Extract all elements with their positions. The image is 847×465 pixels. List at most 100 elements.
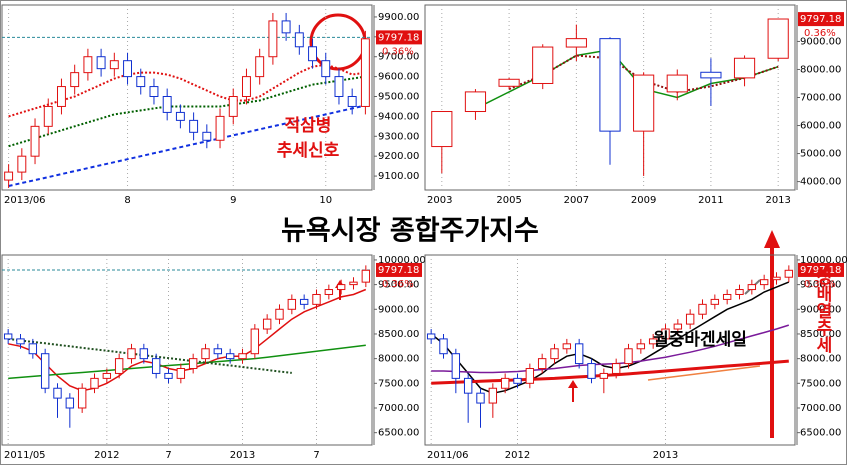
- x-tick-label: 2007: [564, 195, 589, 206]
- candle-body: [77, 387, 87, 409]
- page-title: 뉴욕시장 종합주가지수: [281, 216, 539, 247]
- x-tick-label: 2013/06: [4, 195, 46, 206]
- candle-body: [189, 119, 199, 133]
- change-label: 0.36%: [382, 279, 414, 290]
- candle-body: [784, 269, 794, 278]
- candle-body: [255, 56, 265, 78]
- x-tick-label: 2011/05: [4, 450, 46, 461]
- candle-body: [451, 353, 461, 379]
- price-label: 9797.18: [378, 32, 419, 43]
- candle-body: [574, 343, 584, 365]
- candle-body: [175, 111, 185, 121]
- change-label: 0.36%: [382, 46, 414, 57]
- y-tick-label: 8000.00: [378, 354, 419, 365]
- x-tick-label: 2005: [496, 195, 521, 206]
- candle-body: [636, 343, 646, 350]
- candle-body: [308, 46, 318, 62]
- y-tick-label: 7500.00: [378, 378, 419, 389]
- y-tick-label: 9100.00: [378, 171, 419, 182]
- price-box: [798, 262, 844, 277]
- candle-body: [164, 372, 173, 379]
- candle-body: [733, 57, 756, 79]
- moving-average: [8, 337, 292, 374]
- price-box: [798, 12, 844, 27]
- x-tick-label: 2011/06: [427, 450, 469, 461]
- y-tick-label: 6500.00: [378, 428, 419, 439]
- candle-body: [698, 303, 707, 315]
- candle-body: [513, 377, 522, 384]
- y-tick-label: 6500.00: [800, 428, 841, 439]
- candle-body: [162, 96, 172, 113]
- candle-body: [759, 279, 769, 286]
- candle-body: [250, 328, 260, 355]
- x-tick-label: 2012: [505, 450, 530, 461]
- moving-average: [8, 75, 366, 148]
- candle-body: [673, 323, 683, 330]
- candle-body: [127, 348, 136, 360]
- y-tick-label: 9500.00: [378, 92, 419, 103]
- y-tick-label: 9600.00: [378, 72, 419, 83]
- support-line: [647, 365, 761, 381]
- candle-body: [525, 368, 535, 384]
- price-box: [376, 30, 422, 45]
- candle-body: [3, 333, 13, 340]
- candle-body: [287, 298, 297, 310]
- candle-body: [347, 96, 357, 107]
- plot-border: [1, 254, 373, 446]
- moving-average: [431, 324, 790, 374]
- candle-body: [201, 348, 210, 360]
- x-tick-label: 10: [319, 195, 332, 206]
- y-tick-label: 9900.00: [378, 12, 419, 23]
- candle-body: [710, 298, 720, 305]
- moving-average: [8, 104, 366, 187]
- candle-body: [281, 20, 291, 34]
- candle-body: [334, 76, 344, 98]
- y-tick-label: 7000.00: [800, 93, 841, 104]
- y-tick-label: 9200.00: [378, 151, 419, 162]
- candle-body: [500, 377, 510, 389]
- x-tick-label: 2013: [653, 450, 678, 461]
- candle-body: [4, 171, 14, 181]
- candle-body: [262, 318, 272, 330]
- candle-body: [426, 333, 436, 340]
- candle-body: [275, 308, 284, 320]
- candle-body: [431, 111, 453, 148]
- candle-body: [611, 363, 621, 374]
- candle-body: [661, 328, 670, 340]
- plot-border: [424, 254, 796, 446]
- candle-body: [202, 131, 212, 141]
- candle-body: [268, 20, 278, 58]
- candle-body: [176, 368, 186, 379]
- trend-arrow-head: [764, 230, 780, 248]
- candle-body: [735, 289, 744, 295]
- x-tick-label: 2011: [698, 195, 723, 206]
- candle-body: [136, 76, 146, 88]
- y-tick-label: 10000.00: [378, 255, 426, 266]
- moving-average: [8, 288, 367, 392]
- candle-body: [238, 353, 247, 360]
- candle-body: [90, 377, 99, 389]
- x-tick-label: 2013: [230, 450, 255, 461]
- candle-body: [498, 78, 520, 87]
- candle-body: [151, 358, 161, 374]
- annotation: 정배열추세: [812, 268, 832, 354]
- y-tick-label: 7500.00: [800, 378, 841, 389]
- candle-body: [123, 60, 132, 78]
- y-tick-label: 9000.00: [800, 36, 841, 47]
- candle-body: [565, 38, 587, 48]
- candle-body: [562, 343, 572, 350]
- highlight-circle: [309, 13, 367, 71]
- candle-body: [149, 86, 159, 98]
- x-tick-label: 2012: [94, 450, 119, 461]
- candle-body: [324, 289, 334, 295]
- candle-body: [30, 125, 40, 157]
- candle-body: [537, 358, 547, 370]
- plot-border: [424, 4, 796, 191]
- moving-average: [8, 63, 366, 118]
- candle-body: [599, 372, 609, 379]
- candle-body: [767, 18, 789, 59]
- candle-body: [488, 387, 498, 404]
- y-tick-label: 8000.00: [800, 64, 841, 75]
- annotation: 적삼병: [285, 116, 332, 136]
- candle-body: [722, 293, 732, 300]
